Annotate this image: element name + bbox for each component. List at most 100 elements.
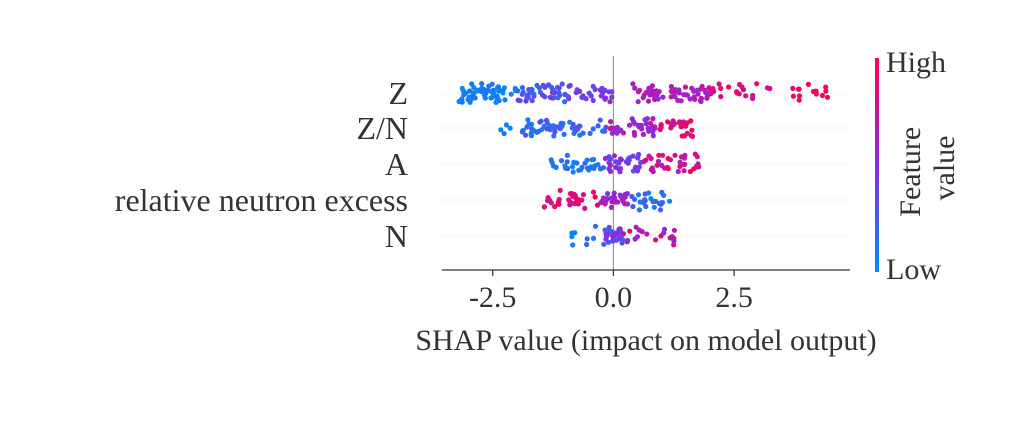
- shap-point: [668, 94, 674, 100]
- shap-point: [823, 84, 829, 90]
- shap-point: [547, 94, 553, 100]
- shap-point: [467, 88, 473, 94]
- shap-point: [796, 97, 802, 103]
- shap-point: [539, 92, 546, 98]
- shap-point: [635, 192, 642, 198]
- shap-point: [519, 129, 526, 135]
- beeswarm-points: [456, 81, 831, 248]
- shap-point: [668, 84, 675, 90]
- shap-point: [676, 120, 683, 126]
- shap-point: [534, 129, 540, 135]
- shap-point: [501, 131, 507, 137]
- shap-point: [824, 94, 831, 100]
- shap-point: [555, 95, 561, 101]
- shap-point: [698, 98, 704, 105]
- shap-point: [796, 93, 803, 99]
- shap-point: [551, 123, 557, 129]
- shap-point: [671, 227, 678, 233]
- shap-point: [508, 91, 514, 97]
- shap-point: [608, 228, 614, 235]
- shap-point: [681, 92, 687, 98]
- shap-point: [580, 192, 587, 198]
- shap-point: [617, 169, 623, 175]
- colorbar-low-label: Low: [886, 253, 941, 286]
- shap-point: [529, 98, 535, 104]
- shap-point: [602, 155, 609, 162]
- shap-point: [567, 82, 573, 89]
- shap-point: [592, 223, 599, 229]
- shap-point: [469, 96, 475, 102]
- shap-point: [600, 165, 607, 171]
- shap-point: [626, 122, 633, 128]
- shap-point: [544, 119, 550, 125]
- shap-point: [648, 167, 654, 173]
- shap-point: [626, 155, 633, 161]
- shap-point: [590, 235, 597, 241]
- shap-point: [708, 91, 714, 97]
- shap-point: [503, 122, 509, 128]
- shap-point: [691, 166, 697, 172]
- shap-point: [658, 233, 664, 239]
- shap-point: [602, 95, 608, 101]
- shap-point: [696, 164, 702, 170]
- shap-point: [489, 94, 495, 101]
- shap-point: [608, 204, 615, 210]
- shap-point: [572, 230, 578, 236]
- colorbar-high-label: High: [886, 46, 946, 79]
- shap-point: [574, 160, 580, 166]
- shap-point: [640, 95, 646, 101]
- shap-point: [564, 152, 571, 158]
- shap-point: [643, 90, 649, 96]
- shap-point: [643, 121, 649, 127]
- shap-point: [743, 93, 749, 99]
- shap-point: [595, 162, 601, 168]
- shap-point: [587, 130, 593, 136]
- shap-point: [570, 193, 576, 199]
- shap-point: [577, 88, 583, 94]
- shap-point: [564, 159, 570, 165]
- shap-point: [579, 197, 585, 203]
- shap-point: [590, 189, 597, 195]
- shap-point: [607, 99, 613, 105]
- shap-point: [651, 204, 657, 210]
- shap-point: [607, 168, 614, 174]
- shap-point: [592, 194, 598, 200]
- shap-point: [790, 85, 796, 91]
- shap-point: [613, 164, 619, 170]
- row-guides: [442, 92, 850, 237]
- shap-point: [609, 233, 616, 239]
- feature-label: Z: [388, 75, 408, 111]
- shap-point: [459, 85, 465, 91]
- shap-point: [616, 226, 622, 232]
- shap-point: [699, 83, 705, 89]
- shap-point: [584, 236, 590, 242]
- shap-point: [528, 130, 534, 136]
- shap-point: [646, 128, 652, 134]
- shap-point: [574, 124, 580, 130]
- shap-point: [655, 158, 662, 164]
- shap-point: [646, 153, 652, 159]
- shap-point: [767, 85, 773, 92]
- shap-point: [590, 126, 596, 132]
- shap-point: [562, 99, 568, 105]
- shap-point: [545, 82, 551, 88]
- x-axis-ticks: -2.5 0.0 2.5: [469, 270, 753, 314]
- shap-point: [635, 99, 641, 105]
- shap-point: [494, 93, 500, 99]
- shap-point: [595, 123, 601, 129]
- shap-point: [630, 168, 637, 174]
- shap-point: [718, 85, 724, 91]
- shap-point: [456, 98, 462, 105]
- shap-point: [541, 204, 548, 210]
- shap-point: [552, 129, 558, 135]
- shap-point: [718, 94, 724, 100]
- shap-point: [750, 92, 756, 99]
- shap-point: [560, 121, 566, 127]
- shap-point: [654, 92, 660, 98]
- shap-point: [502, 97, 508, 103]
- shap-point: [567, 119, 573, 125]
- shap-point: [604, 232, 611, 238]
- shap-point: [695, 91, 701, 97]
- colorbar: [875, 58, 879, 272]
- shap-point: [656, 152, 662, 158]
